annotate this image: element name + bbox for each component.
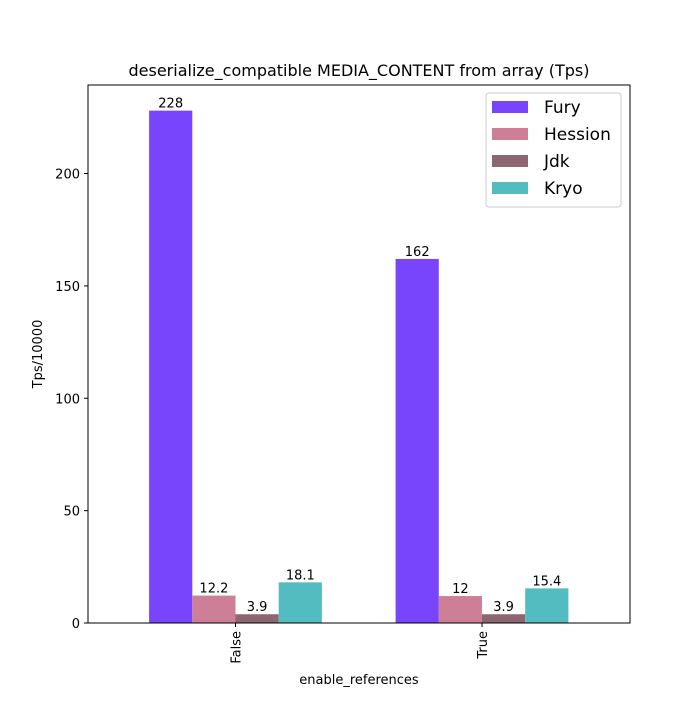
data-label: 3.9 <box>493 600 514 615</box>
data-label: 3.9 <box>247 600 268 615</box>
bar-fury-false <box>149 110 193 624</box>
y-tick-label: 50 <box>63 505 80 520</box>
bar-hession-true <box>438 596 482 623</box>
data-label: 15.4 <box>532 574 561 589</box>
legend-swatch <box>492 155 528 167</box>
legend: Fury Hession Jdk Kryo <box>485 92 622 208</box>
y-tick-label: 200 <box>55 168 80 183</box>
data-label: 18.1 <box>286 568 315 583</box>
x-axis-label: enable_references <box>299 673 419 688</box>
chart-title: deserialize_compatible MEDIA_CONTENT fro… <box>129 61 590 81</box>
bar-hession-false <box>192 595 236 623</box>
y-tick-label: 100 <box>55 392 80 407</box>
legend-box <box>485 92 622 208</box>
bar-fury-true <box>395 258 439 623</box>
y-axis-label: Tps/10000 <box>31 320 46 390</box>
y-tick-label: 150 <box>55 280 80 295</box>
bar-jdk-true <box>482 614 526 623</box>
bar-jdk-false <box>235 614 279 623</box>
legend-swatch <box>492 128 528 140</box>
legend-swatch <box>492 182 528 194</box>
data-label: 12.2 <box>199 582 228 597</box>
x-tick-label: False <box>230 631 245 664</box>
legend-label: Jdk <box>543 152 570 172</box>
x-tick-label: True <box>476 631 491 660</box>
legend-label: Hession <box>544 125 611 145</box>
legend-label: Kryo <box>544 179 583 199</box>
data-label: 12 <box>452 582 469 597</box>
plot-frame <box>87 84 631 624</box>
data-label: 162 <box>405 245 430 260</box>
legend-label: Fury <box>544 98 581 118</box>
bar-kryo-true <box>525 588 569 623</box>
data-label: 228 <box>158 97 183 112</box>
bar-kryo-false <box>278 582 322 623</box>
legend-swatch <box>492 101 528 113</box>
y-tick-label: 0 <box>72 617 80 632</box>
